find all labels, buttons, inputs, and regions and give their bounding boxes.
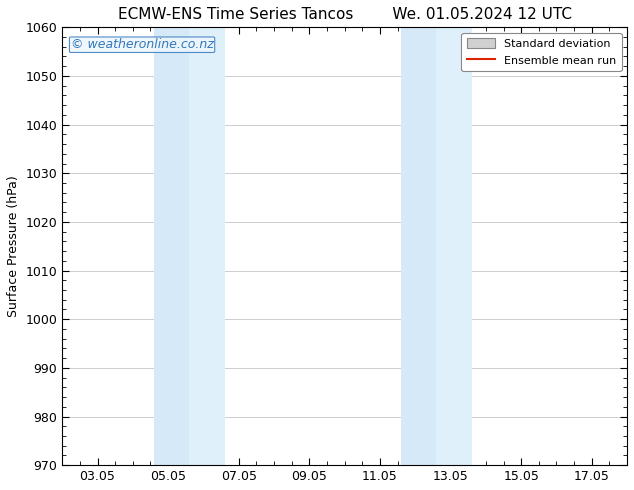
Bar: [401, 27, 436, 465]
Bar: [190, 27, 224, 465]
Text: © weatheronline.co.nz: © weatheronline.co.nz: [71, 38, 214, 51]
Legend: Standard deviation, Ensemble mean run: Standard deviation, Ensemble mean run: [462, 33, 621, 71]
Bar: [154, 27, 190, 465]
Y-axis label: Surface Pressure (hPa): Surface Pressure (hPa): [7, 175, 20, 317]
Title: ECMW-ENS Time Series Tancos        We. 01.05.2024 12 UTC: ECMW-ENS Time Series Tancos We. 01.05.20…: [118, 7, 572, 22]
Bar: [436, 27, 472, 465]
